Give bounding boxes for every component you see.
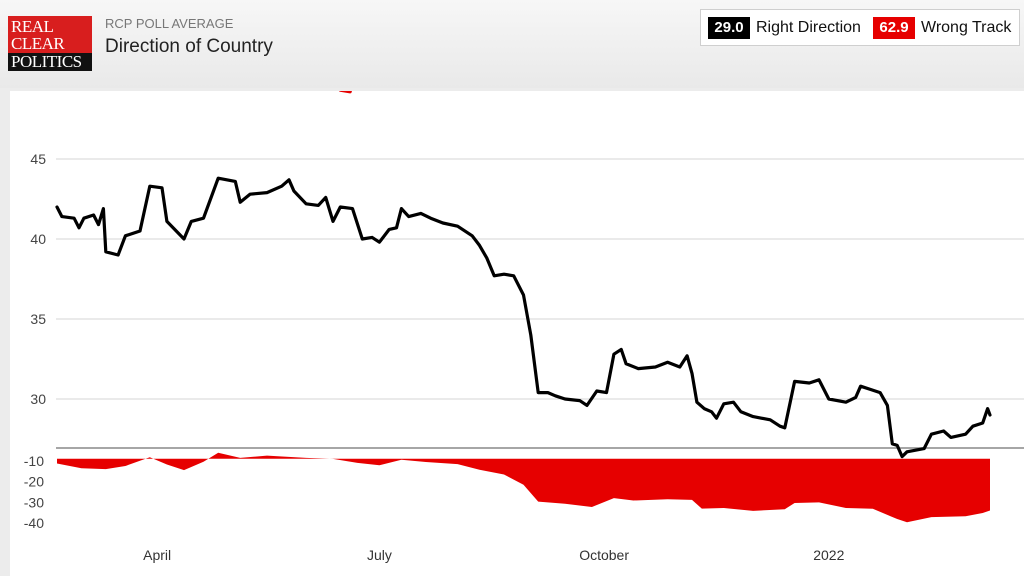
direction-chart[interactable]: 3035404550556065-10-20-30-40AprilJulyOct…: [10, 91, 1024, 576]
spread-tick-label-30: -30: [24, 494, 44, 510]
right-direction-legend-label[interactable]: Right Direction: [756, 19, 861, 36]
wrong-track-line: [338, 91, 352, 94]
wrong-track-legend-label[interactable]: Wrong Track: [921, 19, 1012, 36]
y-tick-label-45: 45: [30, 151, 46, 167]
page-title: Direction of Country: [105, 36, 273, 57]
right-direction-value-badge: 29.0: [708, 17, 750, 39]
spread-area: [57, 452, 990, 523]
y-tick-label-30: 30: [30, 391, 46, 407]
logo-line-2: CLEAR: [11, 34, 65, 53]
x-tick-label-2022: 2022: [813, 547, 844, 563]
chart-panel: 3035404550556065-10-20-30-40AprilJulyOct…: [10, 91, 1024, 576]
spread-tick-label-40: -40: [24, 515, 44, 531]
chart-legend: 29.0 Right Direction 62.9 Wrong Track: [700, 9, 1020, 46]
right-direction-line: [55, 176, 992, 459]
logo-line-3: POLITICS: [8, 53, 92, 71]
logo-line-1: REAL: [11, 17, 54, 36]
rcp-logo[interactable]: REAL CLEAR POLITICS: [8, 16, 92, 71]
y-tick-label-40: 40: [30, 231, 46, 247]
poll-average-kicker: RCP POLL AVERAGE: [105, 16, 234, 31]
x-tick-label-july: July: [367, 547, 392, 563]
y-tick-label-35: 35: [30, 311, 46, 327]
x-tick-label-october: October: [579, 547, 629, 563]
x-tick-label-april: April: [143, 547, 171, 563]
header-bar: REAL CLEAR POLITICS RCP POLL AVERAGE Dir…: [0, 0, 1024, 88]
spread-tick-label-10: -10: [24, 453, 44, 469]
wrong-track-value-badge: 62.9: [873, 17, 915, 39]
spread-tick-label-20: -20: [24, 474, 44, 490]
